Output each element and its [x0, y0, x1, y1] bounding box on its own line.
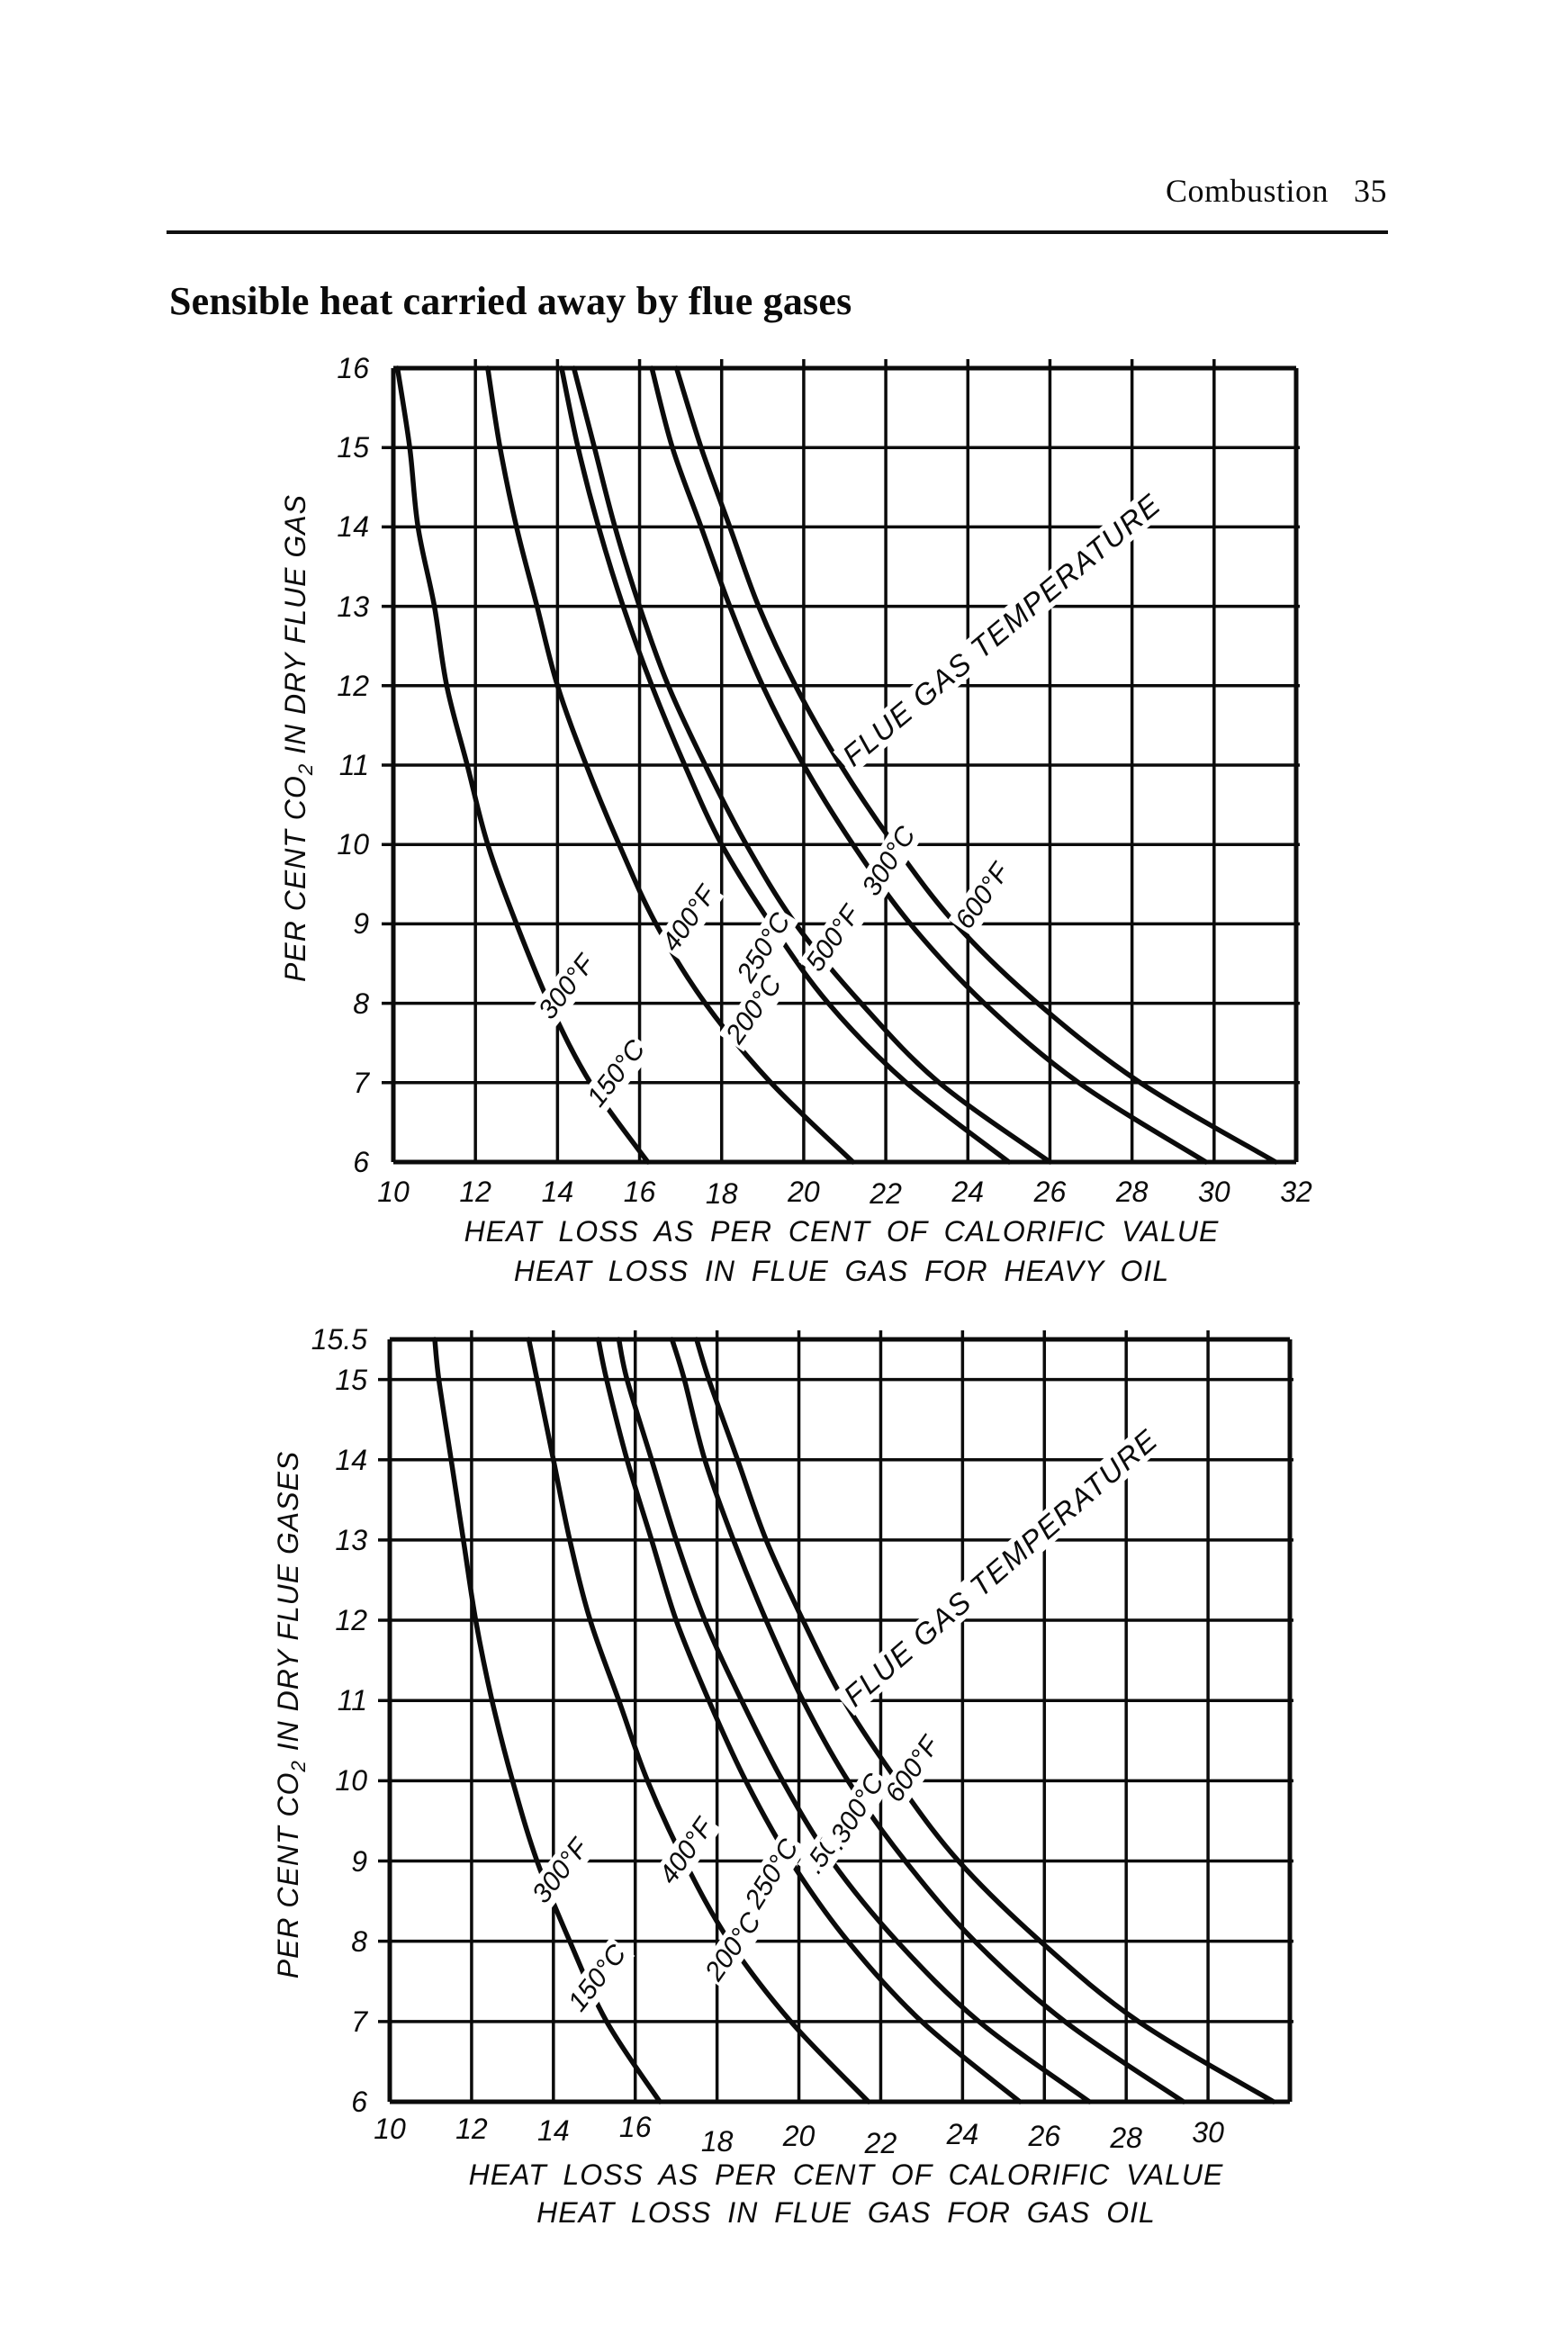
curve-label-600-f: 600°F: [878, 1728, 948, 1811]
y-tick-label-10: 10: [335, 1764, 367, 1798]
y-axis-title-subscript: 2: [293, 762, 317, 776]
y-tick-label-9: 9: [351, 1844, 367, 1878]
temperature-curve-300-f-150-c: [432, 1337, 662, 2104]
y-tick-label-7: 7: [351, 2005, 367, 2038]
x-tick-label-22: 22: [870, 1177, 902, 1210]
temperature-curve-500-f: [571, 365, 1053, 1165]
x-tick-label-26: 26: [1028, 2120, 1061, 2152]
y-axis-title-subscript: 2: [286, 1760, 310, 1772]
curve-label-300-c: .300°C: [819, 1766, 893, 1858]
y-axis-title-text: PER CENT CO: [272, 1771, 305, 1979]
y-axis-title: PER CENT CO2 IN DRY FLUE GASES: [272, 1451, 315, 1979]
curve-label-150-c: 150°C: [560, 1937, 635, 2020]
chart-subtitle: HEAT LOSS IN FLUE GAS FOR GAS OIL: [536, 2196, 1156, 2229]
curve-label-200-c: 200°C: [698, 1905, 770, 1989]
x-tick-label-30: 30: [1198, 1176, 1230, 1208]
running-header-title: Combustion: [1165, 173, 1329, 209]
curve-label-250-c: 250°C: [737, 1831, 807, 1917]
y-tick-label-14: 14: [335, 1443, 367, 1476]
x-tick-label-24: 24: [946, 2118, 979, 2150]
y-tick-label-8: 8: [351, 1924, 367, 1958]
x-tick-label-12: 12: [459, 1176, 491, 1208]
y-tick-label-13: 13: [337, 590, 369, 623]
temperature-curve-250-c: [596, 1337, 1023, 2104]
temperature-curve-600-f: [694, 1337, 1276, 2104]
x-tick-label-16: 16: [623, 1176, 656, 1208]
curve-label-250-c: 250°C: [729, 905, 799, 991]
x-tick-label-30: 30: [1192, 2116, 1224, 2149]
y-tick-label-15-5: 15.5: [311, 1323, 367, 1356]
y-tick-label-12: 12: [337, 669, 369, 702]
y-tick-label-16: 16: [337, 352, 369, 384]
x-tick-label-12: 12: [455, 2113, 488, 2145]
y-tick-label-14: 14: [337, 510, 369, 544]
x-axis-caption: HEAT LOSS AS PER CENT OF CALORIFIC VALUE: [464, 1215, 1220, 1248]
y-tick-label-8: 8: [353, 987, 369, 1020]
x-tick-label-28: 28: [1115, 1176, 1149, 1208]
curve-label-600-f: 600°F: [948, 855, 1018, 938]
temperature-curve-400-f-200-c: [485, 365, 856, 1165]
x-tick-label-18: 18: [700, 2125, 734, 2158]
flue-gas-temperature-label: FLUE GAS TEMPERATURE: [833, 484, 1171, 776]
temperature-curve-300-f-150-c: [394, 365, 651, 1165]
running-header: Combustion 35: [1166, 173, 1387, 209]
y-axis-title: PER CENT CO2 IN DRY FLUE GAS: [279, 494, 322, 982]
chart-subtitle: HEAT LOSS IN FLUE GAS FOR HEAVY OIL: [513, 1255, 1170, 1287]
y-tick-label-6: 6: [353, 1146, 369, 1178]
temperature-curve-500-f: [616, 1337, 1093, 2104]
temperature-curve-400-f-200-c: [526, 1337, 871, 2104]
flue-gas-temperature-label: FLUE GAS TEMPERATURE: [834, 1419, 1168, 1717]
x-tick-label-20: 20: [788, 1176, 820, 1208]
y-axis-title-text: IN DRY FLUE GAS: [279, 494, 312, 763]
curve-label-400-f: 400°F: [654, 878, 725, 960]
y-tick-label-15: 15: [335, 1363, 367, 1396]
temperature-curve-300-c: [649, 365, 1209, 1165]
curve-label-300-c: 300°C: [854, 818, 924, 905]
temperature-curve-600-f: [673, 365, 1278, 1165]
x-axis-caption: HEAT LOSS AS PER CENT OF CALORIFIC VALUE: [468, 2158, 1224, 2191]
x-tick-label-10: 10: [374, 2113, 406, 2145]
x-tick-label-16: 16: [618, 2111, 652, 2143]
x-tick-label-14: 14: [537, 2114, 570, 2147]
x-tick-label-14: 14: [541, 1176, 574, 1208]
x-tick-label-20: 20: [782, 2120, 816, 2152]
y-axis-title-text: IN DRY FLUE GASES: [272, 1450, 305, 1761]
y-tick-label-9: 9: [353, 907, 369, 941]
y-tick-label-6: 6: [351, 2086, 367, 2118]
y-tick-label-12: 12: [335, 1604, 367, 1637]
x-tick-label-26: 26: [1033, 1176, 1067, 1208]
x-tick-label-18: 18: [705, 1177, 738, 1210]
temperature-curve-300-c: [669, 1337, 1186, 2104]
y-tick-label-13: 13: [335, 1523, 367, 1556]
curve-label-150-c: 150°C: [579, 1032, 654, 1115]
x-tick-label-10: 10: [377, 1176, 410, 1208]
curve-label-500-f: .500°F: [797, 1794, 872, 1882]
curve-label-400-f: 400°F: [652, 1810, 722, 1893]
page-title: Sensible heat carried away by flue gases: [169, 279, 852, 323]
curve-label-200-c: 200°C: [718, 968, 790, 1052]
y-axis-title-text: PER CENT CO: [279, 775, 312, 982]
temperature-curve-250-c: [559, 365, 1012, 1165]
x-tick-label-22: 22: [864, 2127, 897, 2159]
curve-label-500-f: 500°F: [798, 897, 869, 980]
y-tick-label-10: 10: [337, 828, 369, 861]
x-tick-label-28: 28: [1110, 2122, 1142, 2154]
y-tick-label-11: 11: [337, 1684, 367, 1717]
curve-label-300-f: 300°F: [525, 1831, 597, 1912]
page-number: 35: [1354, 173, 1387, 209]
curve-label-300-f: 300°F: [531, 947, 603, 1028]
y-tick-label-11: 11: [338, 749, 369, 781]
x-tick-label-24: 24: [951, 1176, 985, 1208]
y-tick-label-15: 15: [337, 431, 369, 464]
x-tick-label-32: 32: [1280, 1176, 1312, 1208]
header-rule: [167, 230, 1388, 234]
y-tick-label-7: 7: [353, 1066, 369, 1099]
